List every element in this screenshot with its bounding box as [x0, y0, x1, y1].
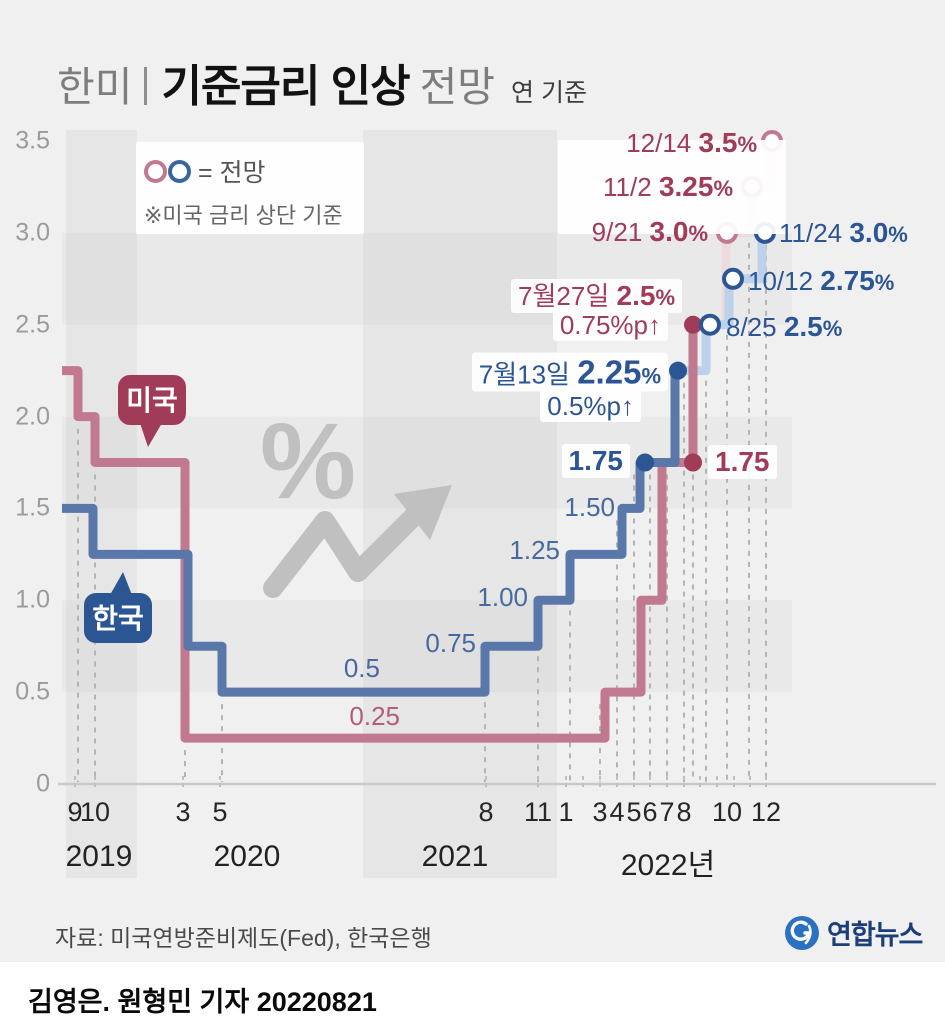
us-label-bubble	[118, 375, 186, 425]
title-divider	[144, 67, 148, 105]
kr-rate-dot	[669, 361, 687, 380]
kr-forecast-circle-icon	[168, 159, 191, 183]
title-unit-note: 연 기준	[511, 79, 587, 107]
page-title: 한미 기준금리 인상 전망 연 기준	[57, 50, 587, 114]
source-text: 자료: 미국연방준비제도(Fed), 한국은행	[55, 925, 432, 951]
trend-arrow-icon	[263, 502, 428, 598]
yonhap-logo: 연합뉴스	[783, 913, 923, 952]
kr-forecast-circle	[699, 313, 721, 336]
title-suffix: 전망	[419, 64, 496, 110]
legend-forecast-label: = 전망	[198, 159, 266, 187]
kr-rate-dot	[636, 453, 654, 472]
us-forecast-circle-icon	[144, 159, 167, 183]
percent-watermark-icon: %	[260, 400, 356, 521]
title-main: 기준금리 인상	[161, 62, 410, 111]
kr-forecast-circle	[722, 267, 744, 290]
year-band	[363, 130, 557, 878]
yonhap-globe-icon	[785, 915, 819, 950]
kr-label-bubble	[84, 593, 152, 643]
trend-arrow-head-icon	[394, 485, 452, 540]
us-rate-line	[62, 324, 698, 743]
us-rate-dot	[684, 315, 702, 334]
forecast-annotation-panel	[558, 140, 786, 234]
title-prefix: 한미	[57, 64, 133, 110]
byline-strip	[0, 962, 945, 1024]
kr-bubble-label: 한국	[92, 603, 144, 634]
logo-wordmark: 연합뉴스	[827, 920, 923, 950]
chart-legend: = 전망 ※미국 금리 상단 기준	[136, 142, 364, 234]
kr-rate-line	[62, 366, 680, 697]
kr-bubble-tail	[110, 572, 132, 595]
legend-note: ※미국 금리 상단 기준	[144, 203, 343, 228]
us-bubble-tail	[140, 423, 162, 447]
us-rate-dot	[684, 453, 702, 472]
byline-text: 김영은. 원형민 기자 20220821	[28, 987, 377, 1017]
us-bubble-label: 미국	[126, 385, 178, 416]
